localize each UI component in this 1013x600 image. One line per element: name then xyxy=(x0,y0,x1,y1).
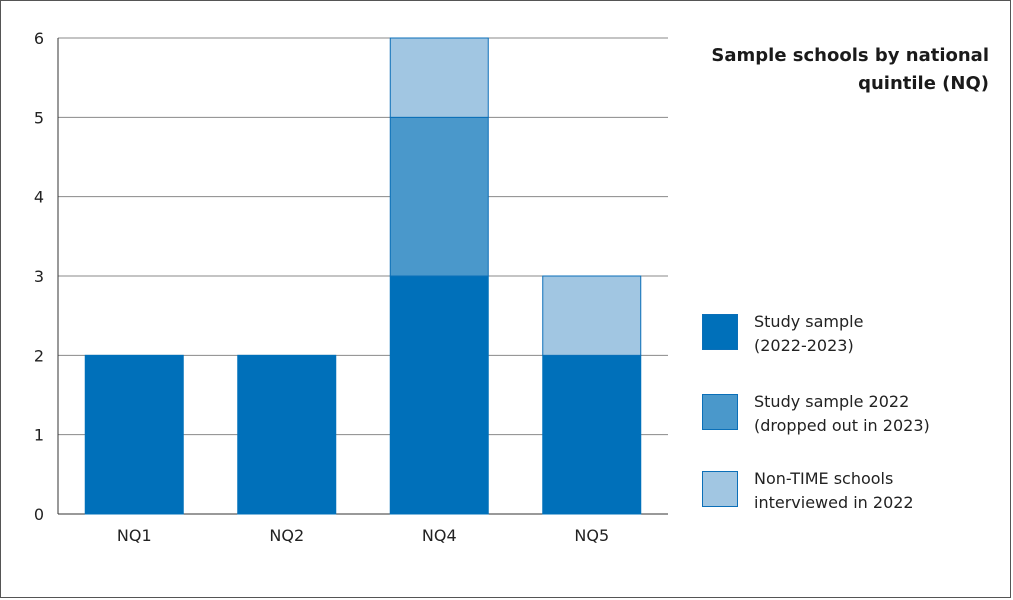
legend-label-non-time: Non-TIME schools interviewed in 2022 xyxy=(754,469,914,512)
bar-nq4-series-2 xyxy=(389,37,489,118)
bar-nq2-series-0 xyxy=(237,354,337,515)
bar-nq5-series-0 xyxy=(542,354,642,515)
bar-nq1-series-0 xyxy=(84,354,184,515)
y-tick-label-6: 6 xyxy=(34,29,44,48)
x-tick-label-nq5: NQ5 xyxy=(574,526,609,545)
chart-title: Sample schools by national quintile (NQ) xyxy=(711,45,989,94)
y-tick-label-3: 3 xyxy=(34,267,44,286)
legend-swatch-study-sample xyxy=(702,314,738,350)
y-tick-label-2: 2 xyxy=(34,346,44,365)
legend-swatch-non-time xyxy=(702,471,738,507)
x-tick-label-nq2: NQ2 xyxy=(269,526,304,545)
legend-label-dropped-out: Study sample 2022 (dropped out in 2023) xyxy=(754,392,930,435)
y-tick-label-1: 1 xyxy=(34,426,44,445)
y-tick-label-0: 0 xyxy=(34,505,44,524)
y-tick-label-5: 5 xyxy=(34,108,44,127)
bar-nq4-series-0 xyxy=(389,275,489,515)
legend-label-study-sample: Study sample (2022-2023) xyxy=(754,312,864,355)
legend-swatch-dropped-out xyxy=(702,394,738,430)
x-tick-label-nq1: NQ1 xyxy=(117,526,152,545)
x-tick-label-nq4: NQ4 xyxy=(422,526,457,545)
bar-nq5-series-2 xyxy=(542,275,642,356)
y-tick-label-4: 4 xyxy=(34,188,44,207)
bar-nq4-series-1 xyxy=(389,116,489,277)
